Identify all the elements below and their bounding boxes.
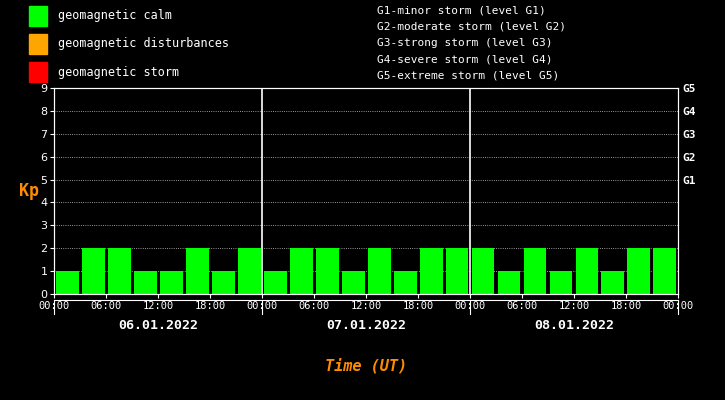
Text: G2-moderate storm (level G2): G2-moderate storm (level G2) [377, 22, 566, 32]
Bar [82, 248, 105, 294]
Bar [29, 62, 47, 82]
Bar [108, 248, 130, 294]
Text: G3-strong storm (level G3): G3-strong storm (level G3) [377, 38, 552, 48]
Text: G5-extreme storm (level G5): G5-extreme storm (level G5) [377, 71, 559, 81]
Bar [290, 248, 312, 294]
Bar [160, 271, 183, 294]
Text: G4-severe storm (level G4): G4-severe storm (level G4) [377, 54, 552, 64]
Text: Time (UT): Time (UT) [325, 358, 407, 374]
Bar [341, 271, 365, 294]
Text: 08.01.2022: 08.01.2022 [534, 319, 614, 332]
Text: geomagnetic storm: geomagnetic storm [58, 66, 179, 79]
Bar [264, 271, 286, 294]
Bar [602, 271, 624, 294]
Bar [446, 248, 468, 294]
Text: 07.01.2022: 07.01.2022 [326, 319, 406, 332]
Text: 06.01.2022: 06.01.2022 [118, 319, 199, 332]
Bar [29, 34, 47, 54]
Bar [497, 271, 521, 294]
Bar [56, 271, 79, 294]
Text: geomagnetic calm: geomagnetic calm [58, 9, 172, 22]
Bar [29, 6, 47, 26]
Bar [212, 271, 235, 294]
Bar [368, 248, 391, 294]
Text: geomagnetic disturbances: geomagnetic disturbances [58, 38, 229, 50]
Bar [315, 248, 339, 294]
Bar [238, 248, 261, 294]
Y-axis label: Kp: Kp [19, 182, 39, 200]
Bar [523, 248, 547, 294]
Bar [653, 248, 676, 294]
Bar [576, 248, 598, 294]
Bar [627, 248, 650, 294]
Bar [550, 271, 573, 294]
Bar [394, 271, 417, 294]
Text: G1-minor storm (level G1): G1-minor storm (level G1) [377, 6, 546, 16]
Bar [420, 248, 442, 294]
Bar [471, 248, 494, 294]
Bar [186, 248, 209, 294]
Bar [134, 271, 157, 294]
